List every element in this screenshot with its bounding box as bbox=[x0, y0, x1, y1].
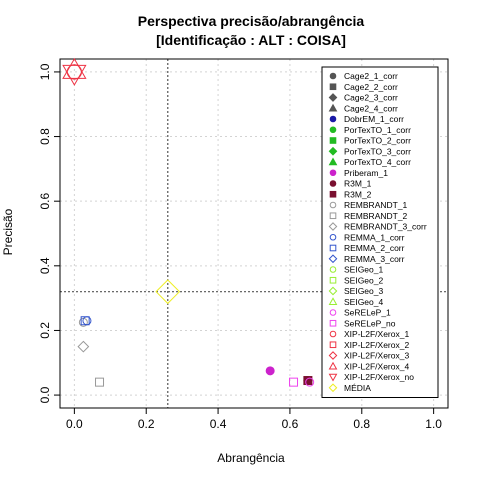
reference-lines bbox=[60, 59, 448, 408]
legend-label: SEIGeo_4 bbox=[344, 297, 383, 307]
legend-marker bbox=[329, 319, 337, 327]
legend-label: REMBRANDT_2 bbox=[344, 211, 408, 221]
data-point-rembrandt-2 bbox=[95, 377, 105, 387]
legend-label: R3M_2 bbox=[344, 189, 372, 199]
legend-label: REMBRANDT_1 bbox=[344, 200, 408, 210]
star-triangle-down bbox=[62, 64, 87, 86]
legend-marker bbox=[329, 201, 337, 209]
legend-label: SEIGeo_1 bbox=[344, 265, 383, 275]
legend-label: REMMA_3_corr bbox=[344, 254, 405, 264]
legend-marker bbox=[329, 137, 337, 144]
legend-label: SeRELeP_no bbox=[344, 318, 396, 328]
legend-marker bbox=[329, 180, 337, 187]
data-point-serelep-no bbox=[289, 377, 299, 387]
legend-marker bbox=[329, 330, 337, 338]
legend-marker bbox=[328, 383, 338, 393]
legend-box bbox=[321, 66, 439, 398]
x-tick-label: 0.2 bbox=[138, 417, 155, 431]
legend-marker bbox=[328, 373, 338, 382]
legend-marker bbox=[328, 361, 338, 370]
x-axis-label: Abrangência bbox=[217, 451, 285, 465]
legend-label: SEIGeo_2 bbox=[344, 275, 383, 285]
legend-label: XIP-L2F/Xerox_no bbox=[344, 372, 414, 382]
legend-marker bbox=[329, 341, 337, 349]
legend-label: REMMA_2_corr bbox=[344, 243, 405, 253]
legend-marker bbox=[328, 254, 338, 264]
legend-label: SEIGeo_3 bbox=[344, 286, 383, 296]
legend-label: REMBRANDT_3_corr bbox=[344, 222, 427, 232]
legend-marker bbox=[328, 146, 338, 156]
x-tick-label: 1.0 bbox=[425, 417, 442, 431]
plot-area bbox=[59, 58, 449, 409]
data-point-r3m-2 bbox=[303, 376, 313, 386]
x-tick-label: 0.4 bbox=[210, 417, 227, 431]
legend-marker bbox=[329, 266, 337, 273]
legend-marker bbox=[329, 126, 337, 134]
legend-label: PorTexTO_4_corr bbox=[344, 157, 411, 167]
legend-marker bbox=[329, 83, 337, 91]
legend-label: PorTexTO_2_corr bbox=[344, 136, 411, 146]
legend-label: Cage2_2_corr bbox=[344, 82, 398, 92]
legend-marker bbox=[328, 103, 338, 112]
chart-subtitle: [Identificação : ALT : COISA] bbox=[156, 32, 346, 48]
data-point-rembrandt-3-corr bbox=[77, 340, 90, 353]
data-point-remma-2-corr bbox=[80, 316, 90, 326]
legend-label: PorTexTO_1_corr bbox=[344, 125, 411, 135]
legend-marker bbox=[328, 351, 338, 360]
legend-marker bbox=[329, 233, 337, 241]
legend: Cage2_1_corrCage2_2_corrCage2_3_corrCage… bbox=[321, 66, 439, 398]
chart-title: Perspectiva precisão/abrangência bbox=[138, 13, 365, 29]
legend-label: XIP-L2F/Xerox_1 bbox=[344, 329, 409, 339]
legend-marker bbox=[329, 72, 337, 80]
legend-marker bbox=[328, 286, 338, 296]
legend-label: DobrEM_1_corr bbox=[344, 114, 404, 124]
legend-marker bbox=[329, 244, 337, 252]
y-tick-label: 0.4 bbox=[38, 257, 52, 274]
legend-marker bbox=[329, 169, 337, 177]
x-tick-label: 0.6 bbox=[282, 417, 299, 431]
legend-marker bbox=[328, 93, 338, 102]
y-axis: 0.0 0.2 0.4 0.6 0.8 1.0 bbox=[38, 63, 60, 403]
y-tick-label: 0.6 bbox=[38, 193, 52, 210]
x-tick-label: 0.0 bbox=[66, 417, 83, 431]
data-point-m-dia bbox=[155, 279, 181, 305]
ideal-point-marker bbox=[62, 57, 87, 86]
legend-marker bbox=[328, 222, 338, 231]
legend-marker bbox=[329, 190, 337, 198]
y-tick-label: 0.8 bbox=[38, 128, 52, 145]
legend-marker bbox=[329, 276, 337, 284]
legend-marker bbox=[329, 115, 337, 123]
x-axis: 0.0 0.2 0.4 0.6 0.8 1.0 bbox=[66, 408, 442, 431]
data-point-priberam-1 bbox=[265, 366, 275, 376]
legend-marker bbox=[328, 157, 338, 166]
star-triangle-up bbox=[62, 57, 87, 79]
legend-label: MÉDIA bbox=[344, 383, 371, 393]
star-circle bbox=[66, 64, 83, 80]
legend-label: PorTexTO_3_corr bbox=[344, 146, 411, 156]
legend-marker bbox=[328, 297, 338, 306]
data-points bbox=[62, 57, 315, 387]
y-tick-label: 0.0 bbox=[38, 386, 52, 403]
legend-label: REMMA_1_corr bbox=[344, 232, 405, 242]
legend-label: Cage2_1_corr bbox=[344, 71, 398, 81]
legend-label: Cage2_4_corr bbox=[344, 103, 398, 113]
y-axis-label: Precisão bbox=[1, 208, 15, 255]
y-tick-label: 1.0 bbox=[38, 63, 52, 80]
legend-label: XIP-L2F/Xerox_3 bbox=[344, 351, 409, 361]
legend-marker bbox=[329, 309, 337, 316]
x-tick-label: 0.8 bbox=[353, 417, 370, 431]
legend-label: Priberam_1 bbox=[344, 168, 388, 178]
legend-label: XIP-L2F/Xerox_2 bbox=[344, 340, 409, 350]
data-point-serelep-1 bbox=[305, 377, 315, 387]
y-tick-label: 0.2 bbox=[38, 322, 52, 339]
legend-label: SeRELeP_1 bbox=[344, 308, 391, 318]
legend-label: XIP-L2F/Xerox_4 bbox=[344, 361, 409, 371]
legend-label: Cage2_3_corr bbox=[344, 93, 398, 103]
legend-label: R3M_1 bbox=[344, 179, 372, 189]
legend-marker bbox=[329, 212, 337, 220]
